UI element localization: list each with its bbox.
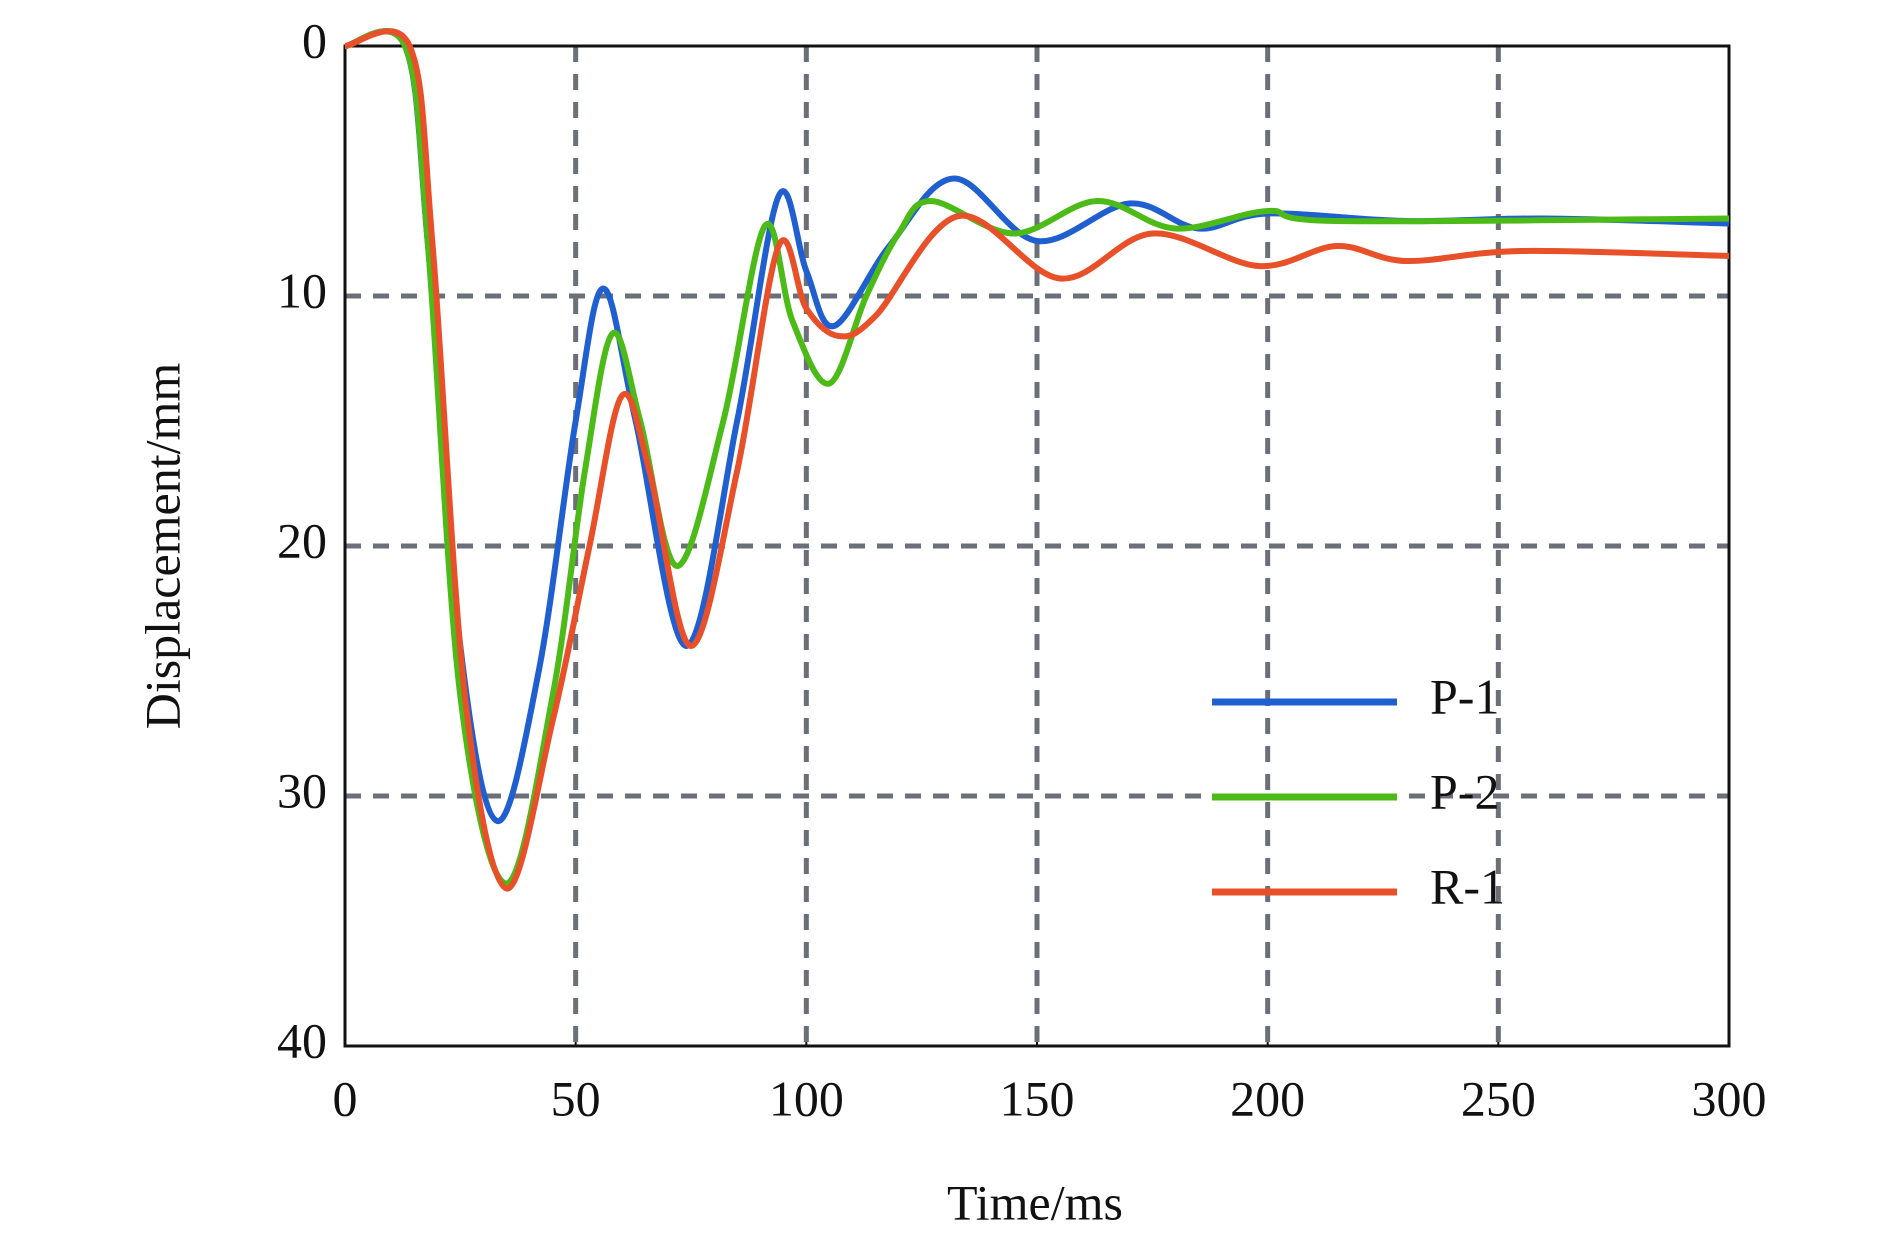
- x-tick-label: 50: [551, 1070, 601, 1126]
- x-tick-label: 250: [1461, 1070, 1536, 1126]
- x-tick-label: 100: [769, 1070, 844, 1126]
- x-tick-label: 200: [1230, 1070, 1305, 1126]
- x-tick-label: 0: [333, 1070, 358, 1126]
- y-tick-label: 30: [277, 762, 327, 818]
- y-tick-label: 20: [277, 512, 327, 568]
- y-axis-label: Displacement/mm: [134, 363, 190, 730]
- legend-label: P-2: [1430, 763, 1499, 819]
- y-tick-label: 0: [302, 12, 327, 68]
- legend-label: P-1: [1430, 668, 1499, 724]
- x-tick-label: 150: [1000, 1070, 1075, 1126]
- x-tick-label: 300: [1692, 1070, 1767, 1126]
- legend-label: R-1: [1430, 858, 1505, 914]
- y-tick-label: 40: [277, 1012, 327, 1068]
- series-line: [344, 28, 1730, 887]
- series-line: [344, 28, 1730, 892]
- y-tick-label: 10: [277, 262, 327, 318]
- plot-frame: [343, 44, 1731, 1048]
- x-axis-label: Time/ms: [947, 1174, 1123, 1230]
